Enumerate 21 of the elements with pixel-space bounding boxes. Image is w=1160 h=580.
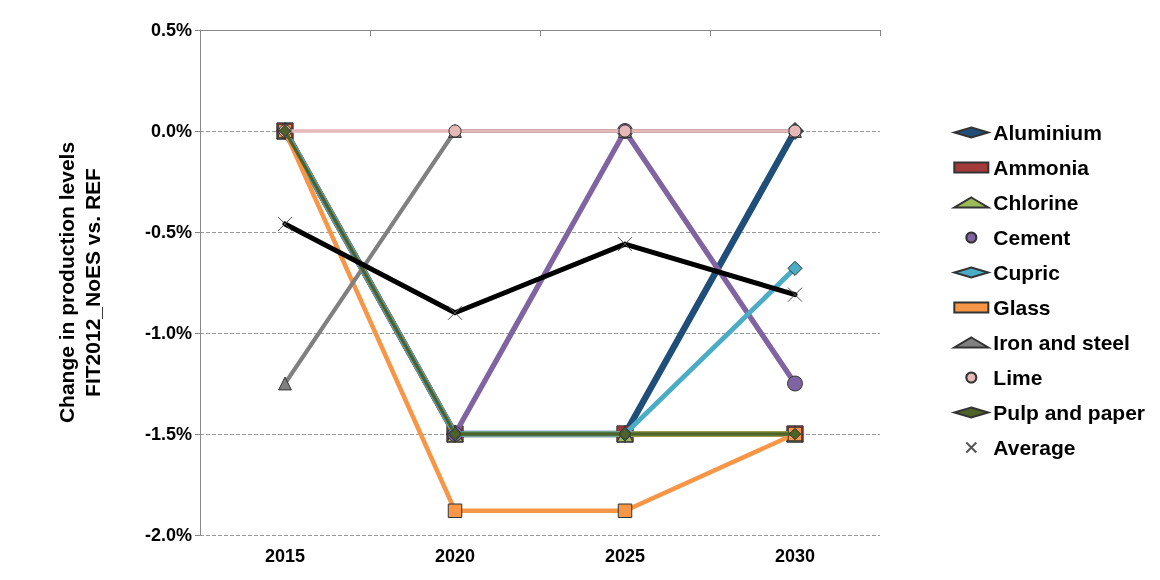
legend-label: Iron and steel: [993, 331, 1130, 354]
y-axis-title: Change in production levels FIT2012_NoES vs. REF: [54, 141, 104, 424]
legend-label: Cement: [993, 226, 1071, 249]
y-tick-label: 0.5%: [150, 20, 192, 40]
y-tick-label: -1.5%: [144, 424, 192, 444]
legend-label: Lime: [993, 366, 1043, 389]
x-tick-label: 2030: [774, 546, 816, 566]
legend-label: Ammonia: [993, 156, 1090, 179]
x-tick-label: 2015: [264, 546, 306, 566]
legend-label: Cupric: [993, 261, 1061, 284]
legend-label: Glass: [993, 296, 1051, 319]
y-tick-label: -2.0%: [144, 525, 192, 545]
legend-label: Average: [993, 436, 1076, 459]
legend-label: Pulp and paper: [993, 401, 1145, 424]
y-tick-label: -0.5%: [144, 222, 192, 242]
x-tick-label: 2025: [604, 546, 646, 566]
legend-label: Chlorine: [993, 191, 1079, 214]
x-tick-label: 2020: [434, 546, 476, 566]
y-tick-label: 0.0%: [150, 121, 192, 141]
legend-label: Aluminium: [993, 121, 1102, 144]
y-tick-label: -1.0%: [144, 323, 192, 343]
